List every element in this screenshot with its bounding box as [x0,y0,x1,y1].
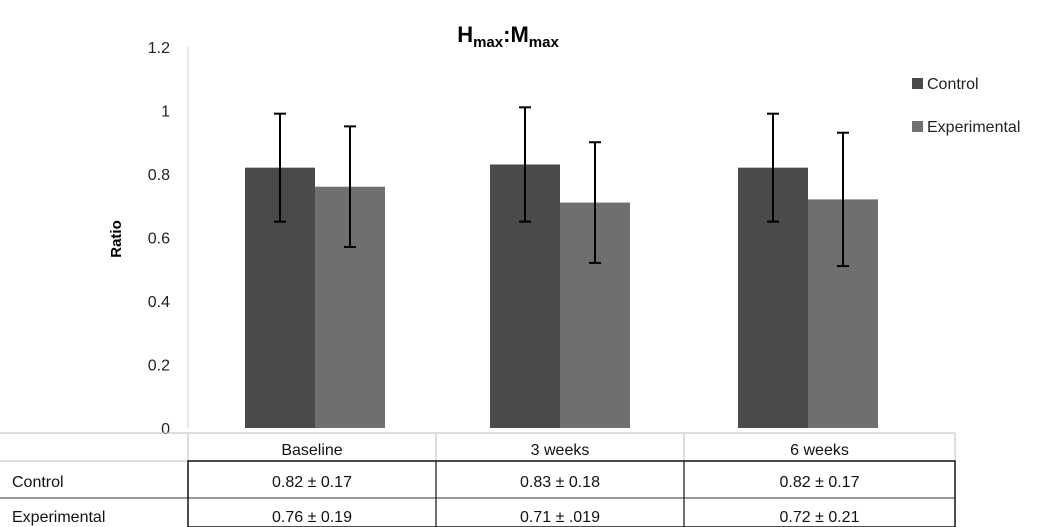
table-cell: 0.71 ± .019 [520,509,600,526]
title-m-subscript: max [529,34,560,51]
title-m: M [510,22,528,47]
y-tick-label: 1 [161,104,170,121]
table-cell: 0.72 ± 0.21 [780,509,860,526]
table-cell: 0.82 ± 0.17 [272,474,352,491]
title-h: H [457,22,473,47]
table-column-header: 6 weeks [790,442,849,459]
y-tick-label: 0.6 [148,231,170,248]
table-data-border [187,460,956,527]
table-row-label: Experimental [12,509,105,526]
chart-title: Hmax:Mmax [457,22,559,51]
table-column-header: Baseline [281,442,342,459]
y-tick-label: 0.2 [148,358,170,375]
y-tick-label: 1.2 [148,40,170,57]
y-tick-label: 0 [161,421,170,438]
y-tick-label: 0.8 [148,167,170,184]
title-h-subscript: max [473,34,504,51]
legend-label: Control [927,76,979,93]
table-row-label: Control [12,474,64,491]
y-axis-label: Ratio [108,220,125,258]
table-column-header: 3 weeks [531,442,590,459]
title-separator: : [503,22,510,47]
y-tick-label: 0.4 [148,294,170,311]
legend-swatch [912,78,923,89]
table-cell: 0.83 ± 0.18 [520,474,600,491]
table-cell: 0.82 ± 0.17 [780,474,860,491]
legend-label: Experimental [927,119,1020,136]
table-cell: 0.76 ± 0.19 [272,509,352,526]
legend-swatch [912,121,923,132]
